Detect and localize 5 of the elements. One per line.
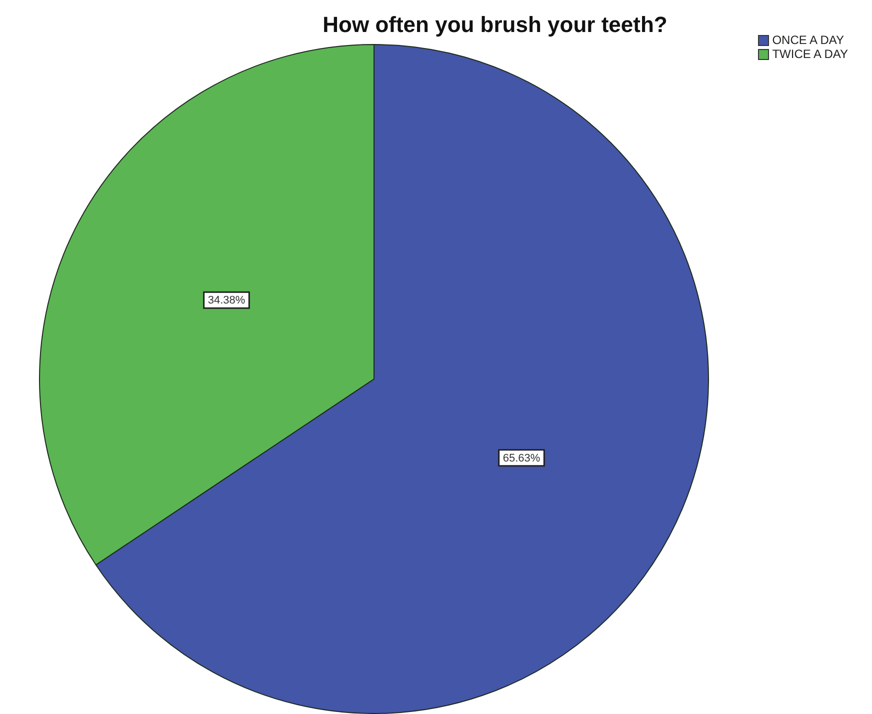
- data-label: 65.63%: [502, 452, 540, 464]
- legend-label: ONCE A DAY: [772, 33, 844, 47]
- legend-label: TWICE A DAY: [772, 47, 848, 61]
- data-label: 34.38%: [208, 294, 246, 307]
- chart-title: How often you brush your teeth?: [322, 12, 668, 38]
